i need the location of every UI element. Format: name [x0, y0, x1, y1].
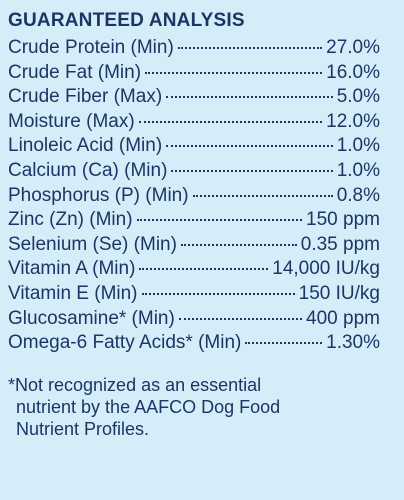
nutrient-name: Vitamin E (Min) — [8, 282, 138, 304]
nutrient-value: 150 ppm — [306, 209, 380, 231]
nutrient-row: Selenium (Se) (Min) 0.35 ppm — [8, 233, 380, 258]
nutrient-value: 150 IU/kg — [298, 282, 380, 304]
footnote: *Not recognized as an essential nutrient … — [8, 374, 380, 440]
nutrient-name: Moisture (Max) — [8, 110, 135, 132]
nutrient-value: 0.35 ppm — [300, 233, 380, 255]
footnote-line: *Not recognized as an essential — [8, 374, 262, 395]
nutrient-name: Crude Fat (Min) — [8, 61, 142, 83]
nutrient-value: 0.8% — [336, 184, 380, 206]
dot-leader — [139, 268, 269, 271]
nutrient-row: Crude Protein (Min) 27.0% — [8, 36, 380, 61]
nutrient-name: Vitamin A (Min) — [8, 258, 136, 280]
dot-leader — [166, 145, 333, 148]
nutrient-value: 16.0% — [326, 61, 380, 83]
nutrient-name: Crude Protein (Min) — [8, 37, 174, 58]
title: GUARANTEED ANALYSIS — [8, 10, 245, 31]
analysis-table: Crude Protein (Min) 27.0% Crude Fat (Min) 1… — [8, 36, 380, 356]
dot-leader — [145, 71, 323, 74]
dot-leader — [141, 292, 295, 295]
nutrient-value: 1.0% — [336, 159, 380, 181]
nutrient-row: Glucosamine* (Min) 400 ppm — [8, 307, 380, 332]
nutrient-name: Zinc (Zn) (Min) — [8, 209, 133, 231]
dot-leader — [245, 342, 323, 345]
dot-leader — [166, 96, 333, 99]
dot-leader — [192, 194, 333, 197]
nutrient-row: Crude Fat (Min) 16.0% — [8, 61, 380, 86]
nutrient-row: Omega-6 Fatty Acids* (Min) 1.30% — [8, 331, 380, 356]
nutrient-value: 5.0% — [336, 86, 380, 108]
nutrient-name: Phosphorus (P) (Min) — [8, 184, 189, 206]
nutrient-value: 12.0% — [326, 110, 380, 132]
nutrient-value: 400 ppm — [306, 307, 380, 329]
footnote-line: Nutrient Profiles. — [16, 418, 150, 439]
dot-leader — [171, 169, 333, 172]
nutrient-name: Omega-6 Fatty Acids* (Min) — [8, 332, 242, 354]
nutrient-name: Crude Fiber (Max) — [8, 86, 163, 108]
nutrient-name: Linoleic Acid (Min) — [8, 135, 163, 157]
dot-leader — [136, 219, 303, 222]
nutrient-value: 1.30% — [326, 332, 380, 354]
nutrient-value: 27.0% — [326, 37, 380, 58]
nutrient-name: Selenium (Se) (Min) — [8, 233, 177, 255]
nutrient-name: Calcium (Ca) (Min) — [8, 159, 168, 181]
nutrient-row: Vitamin E (Min) 150 IU/kg — [8, 282, 380, 307]
dot-leader — [177, 47, 323, 49]
nutrient-value: 14,000 IU/kg — [272, 258, 380, 280]
nutrient-row: Vitamin A (Min) 14,000 IU/kg — [8, 257, 380, 282]
nutrient-row: Zinc (Zn) (Min) 150 ppm — [8, 208, 380, 233]
nutrient-row: Calcium (Ca) (Min) 1.0% — [8, 159, 380, 184]
nutrient-row: Moisture (Max) 12.0% — [8, 110, 380, 135]
dot-leader — [180, 243, 297, 246]
nutrient-row: Linoleic Acid (Min) 1.0% — [8, 134, 380, 159]
dot-leader — [178, 317, 303, 320]
nutrient-value: 1.0% — [336, 135, 380, 157]
dot-leader — [138, 120, 323, 123]
nutrient-name: Glucosamine* (Min) — [8, 307, 175, 329]
footnote-line: nutrient by the AAFCO Dog Food — [16, 396, 281, 417]
nutrient-row: Phosphorus (P) (Min) 0.8% — [8, 184, 380, 209]
nutrient-row: Crude Fiber (Max) 5.0% — [8, 85, 380, 110]
